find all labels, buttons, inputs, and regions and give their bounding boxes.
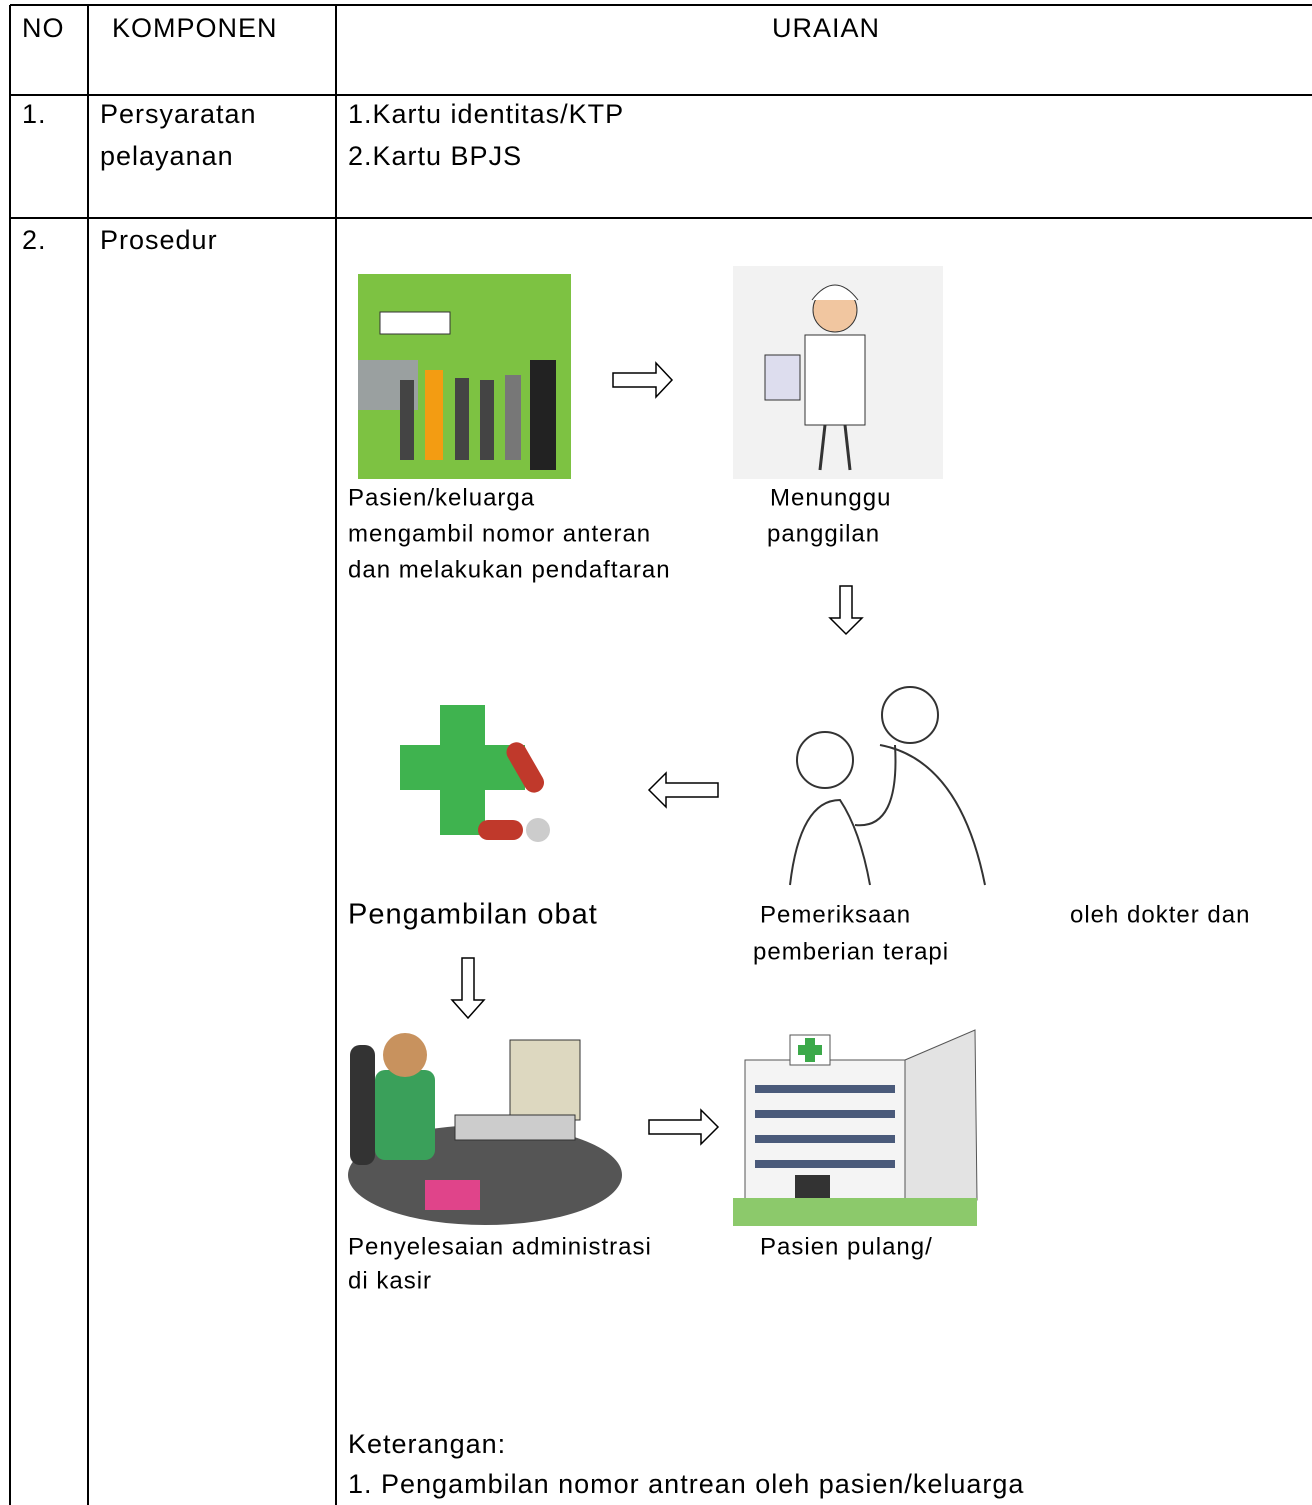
nurse-image (733, 266, 943, 479)
step-caption: Pasien/keluarga (348, 484, 535, 511)
header-cell: NO (22, 13, 65, 43)
notes-item: 1. Pengambilan nomor antrean oleh pasien… (348, 1469, 1024, 1499)
component: Persyaratan (100, 99, 257, 129)
arrow-down (450, 957, 486, 1020)
step-caption: Pemeriksaan (760, 901, 911, 928)
step-caption: Penyelesaian administrasi (348, 1233, 652, 1260)
step-caption: Pengambilan obat (348, 899, 598, 931)
header-cell: KOMPONEN (112, 13, 278, 43)
row-number: 2. (22, 225, 47, 255)
step-caption: Menunggu (770, 484, 891, 511)
table-grid (9, 4, 1312, 1505)
component: Prosedur (100, 225, 218, 255)
step-caption: panggilan (767, 520, 880, 547)
cashier-image (348, 1033, 622, 1225)
component: pelayanan (100, 141, 234, 171)
step-caption: pemberian terapi (753, 938, 949, 965)
arrow-left (647, 771, 719, 809)
arrow-right (612, 361, 674, 399)
arrow-right (648, 1108, 720, 1146)
step-caption: mengambil nomor anteran (348, 520, 651, 547)
step-caption: di kasir (348, 1267, 432, 1294)
requirement: 1.Kartu identitas/KTP (348, 99, 624, 129)
step-caption: oleh dokter dan (1070, 901, 1250, 928)
notes-title: Keterangan: (348, 1429, 506, 1459)
requirement: 2.Kartu BPJS (348, 141, 522, 171)
row-number: 1. (22, 99, 47, 129)
arrow-down (828, 585, 864, 636)
examination-image (789, 674, 992, 889)
step-caption: Pasien pulang/ (760, 1233, 933, 1260)
step-caption: dan melakukan pendaftaran (348, 556, 671, 583)
pharmacy-image (400, 705, 550, 842)
registration-image (358, 274, 571, 479)
hospital-image (733, 1029, 978, 1226)
header-cell: URAIAN (772, 13, 880, 43)
